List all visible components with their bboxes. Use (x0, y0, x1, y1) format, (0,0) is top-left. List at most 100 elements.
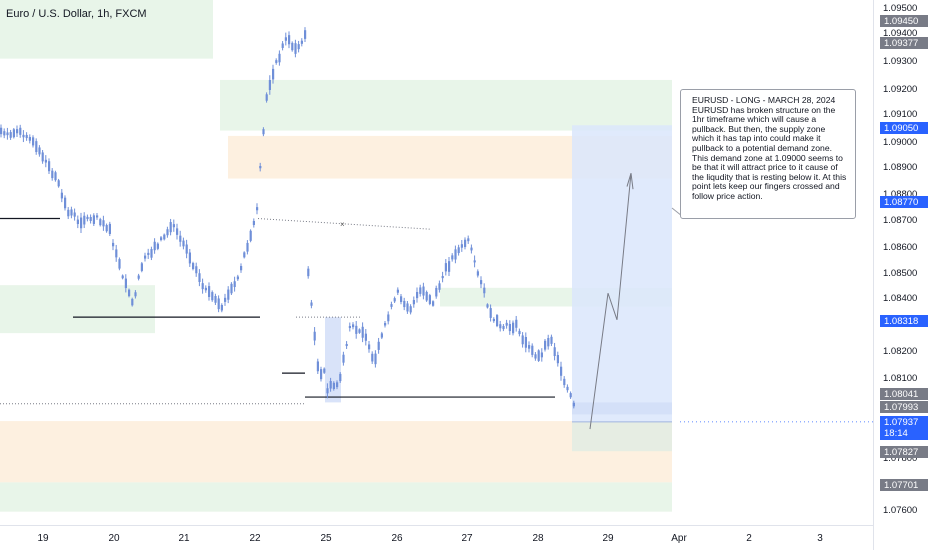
time-tick: 19 (37, 533, 49, 544)
candle-body (76, 219, 79, 225)
candle-body (284, 37, 287, 41)
candle-body (262, 129, 265, 135)
candle-body (518, 330, 521, 335)
candle-body (32, 137, 35, 146)
candle-body (326, 388, 329, 394)
candle-body (396, 289, 399, 293)
candle-body (464, 239, 467, 248)
candle-body (19, 127, 22, 135)
price-tick: 1.08500 (883, 268, 918, 279)
time-tick: 20 (108, 533, 120, 544)
analysis-note[interactable]: EURUSD - LONG - MARCH 28, 2024 EURUSD ha… (680, 89, 856, 219)
time-tick: 25 (320, 533, 332, 544)
position-entry-band (572, 402, 672, 415)
time-axis[interactable]: 19 20 21 22 25 26 27 28 29 Apr 2 3 (0, 525, 873, 551)
candle-body (188, 252, 191, 264)
candle-body (435, 287, 438, 297)
price-badge: 1.08770 (880, 196, 928, 208)
candle-body (502, 326, 505, 330)
price-tick: 1.08700 (883, 215, 918, 226)
candle-body (28, 137, 31, 141)
candle-body (246, 242, 249, 252)
candle-body (460, 244, 463, 248)
price-tick: 1.08200 (883, 346, 918, 357)
candle-body (0, 127, 3, 135)
candle-body (230, 283, 233, 294)
candle-body (35, 141, 38, 153)
candle-body (467, 238, 470, 242)
price-tick: 1.08600 (883, 242, 918, 253)
candle-body (540, 352, 543, 358)
candle-body (416, 291, 419, 299)
candle-body (544, 340, 547, 350)
candle-body (489, 308, 492, 318)
candle-body (454, 249, 457, 260)
candle-body (67, 209, 70, 217)
candle-body (300, 40, 303, 44)
candle-body (393, 298, 396, 302)
price-axis[interactable]: 1.09500 1.09400 1.09300 1.09200 1.09100 … (873, 0, 932, 550)
candle-body (304, 30, 307, 39)
candle-body (166, 229, 169, 236)
candle-body (281, 43, 284, 48)
candle-body (528, 345, 531, 349)
price-chart[interactable]: × (0, 0, 873, 525)
candle-body (140, 263, 143, 271)
candle-body (243, 252, 246, 258)
candle-body (332, 382, 335, 390)
candle-body (112, 242, 115, 247)
candle-body (204, 287, 207, 291)
candle-body (406, 303, 409, 312)
candle-body (323, 368, 326, 373)
candle-body (512, 322, 515, 334)
candle-body (249, 230, 252, 241)
candle-body (470, 247, 473, 251)
candle-body (352, 324, 355, 328)
candle-body (60, 192, 63, 199)
candle-body (220, 304, 223, 311)
candle-body (483, 287, 486, 294)
candle-body (275, 60, 278, 63)
price-badge: 1.09377 (880, 37, 928, 49)
candle-body (329, 381, 332, 389)
candle-body (531, 345, 534, 355)
price-tick: 1.09400 (883, 28, 918, 39)
time-tick: 26 (391, 533, 403, 544)
last-price-value: 1.07937 (884, 417, 919, 428)
candle-body (387, 314, 390, 322)
candle-body (377, 341, 380, 350)
demand-zone (0, 482, 672, 512)
time-tick: 22 (249, 533, 261, 544)
candle-body (185, 244, 188, 254)
time-tick: 29 (602, 533, 614, 544)
candle-body (272, 68, 275, 80)
candle-body (444, 263, 447, 272)
candle-body (9, 132, 12, 138)
candle-body (57, 180, 60, 187)
bar-countdown: 18:14 (884, 428, 908, 439)
candle-body (364, 333, 367, 341)
candle-body (448, 261, 451, 272)
candle-body (16, 129, 19, 134)
time-tick: 2 (746, 533, 752, 544)
candle-body (83, 215, 86, 225)
candle-body (121, 275, 124, 279)
candle-body (316, 361, 319, 372)
candle-body (336, 382, 339, 388)
candle-body (348, 326, 351, 329)
candle-body (201, 283, 204, 290)
candle-body (147, 252, 150, 255)
candle-body (224, 297, 227, 302)
candle-body (268, 80, 271, 91)
candle-body (428, 295, 431, 304)
candle-body (371, 353, 374, 362)
candle-body (560, 366, 563, 376)
price-tick: 1.07600 (883, 505, 918, 516)
candle-body (208, 286, 211, 297)
candle-body (288, 35, 291, 45)
candle-body (320, 369, 323, 380)
candle-body (313, 331, 316, 341)
candle-body (422, 286, 425, 296)
candle-body (99, 219, 102, 226)
candle-body (252, 220, 255, 225)
